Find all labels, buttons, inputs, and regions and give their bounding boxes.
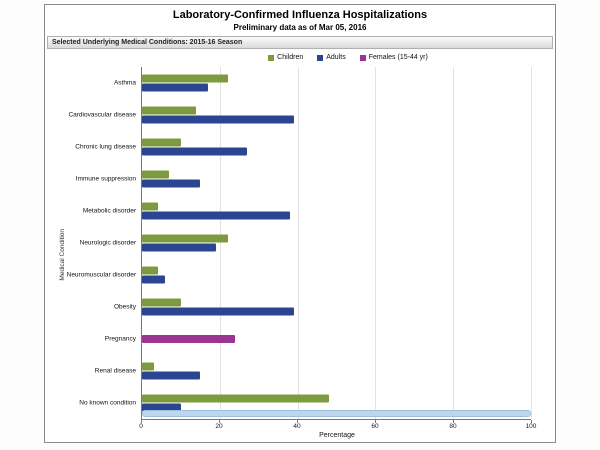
bar-group [142, 202, 531, 221]
category-label: Pregnancy [104, 335, 136, 343]
gridline [219, 67, 221, 419]
category-label: No known condition [79, 399, 136, 407]
x-tick-mark [453, 420, 454, 423]
report-panel: Laboratory-Confirmed Influenza Hospitali… [44, 4, 556, 443]
x-tick-label: 40 [293, 423, 301, 430]
x-tick-mark [375, 420, 376, 423]
category-label: Cardiovascular disease [68, 111, 136, 119]
category-label: Chronic lung disease [75, 143, 136, 151]
bar-children[interactable] [142, 138, 181, 147]
bar-adults[interactable] [142, 307, 294, 316]
bar-group [142, 334, 531, 344]
bar-children[interactable] [142, 266, 158, 275]
chart-subtitle: Preliminary data as of Mar 05, 2016 [233, 23, 367, 32]
chart-row-obesity: Obesity [114, 291, 531, 323]
x-tick-label: 0 [139, 423, 143, 430]
bar-children[interactable] [142, 298, 181, 307]
bar-children[interactable] [142, 202, 158, 211]
bar-adults[interactable] [142, 243, 216, 252]
chart-row-immune-suppression: Immune suppression [76, 163, 531, 195]
x-axis-ticks: 0 20 40 60 80 100 [139, 420, 536, 431]
chart-row-asthma: Asthma [114, 67, 531, 99]
chart-title: Laboratory-Confirmed Influenza Hospitali… [172, 9, 428, 21]
category-label: Renal disease [94, 367, 136, 375]
bar-adults[interactable] [142, 83, 209, 92]
gridline [453, 67, 455, 419]
bar-children[interactable] [142, 106, 197, 115]
category-label: Obesity [113, 303, 136, 311]
gridline [297, 67, 299, 419]
bar-adults[interactable] [142, 403, 181, 412]
x-tick-label: 60 [371, 423, 379, 430]
x-tick-mark [141, 420, 142, 423]
category-label: Neurologic disorder [79, 239, 136, 247]
bar-adults[interactable] [142, 275, 166, 284]
bar-adults[interactable] [142, 147, 248, 156]
chart-area: Medical Condition Asthma Cardiovascular d… [45, 61, 555, 442]
chart-row-neuromuscular-disorder: Neuromuscular disorder [67, 259, 531, 291]
chart-row-chronic-lung-disease: Chronic lung disease [75, 131, 531, 163]
bar-group [142, 394, 531, 413]
x-axis-label: Percentage [319, 432, 355, 439]
bar-group [142, 266, 531, 285]
category-label: Immune suppression [75, 175, 136, 183]
y-axis-label: Medical Condition [59, 228, 66, 281]
legend: Children Adults Females (15-44 yr) [141, 54, 555, 61]
x-tick-mark [531, 420, 532, 423]
gridline [375, 67, 377, 419]
bar-children[interactable] [142, 170, 170, 179]
legend-swatch [268, 54, 275, 61]
bar-females-15-44-yr[interactable] [142, 335, 236, 343]
bar-children[interactable] [142, 362, 154, 371]
legend-item-adults[interactable]: Adults [317, 54, 346, 61]
x-tick-label: 80 [449, 423, 457, 430]
bar-adults[interactable] [142, 371, 201, 380]
bar-group [142, 74, 531, 93]
chart-scrollbar[interactable] [142, 410, 531, 417]
legend-label: Children [277, 54, 304, 61]
legend-label: Adults [326, 54, 346, 61]
bar-group [142, 362, 531, 381]
x-tick-label: 20 [215, 423, 223, 430]
gridline [531, 67, 532, 419]
bar-adults[interactable] [142, 211, 290, 220]
legend-item-children[interactable]: Children [268, 54, 303, 61]
bar-group [142, 170, 531, 189]
bar-adults[interactable] [142, 179, 201, 188]
bar-children[interactable] [142, 394, 329, 403]
bar-adults[interactable] [142, 115, 294, 124]
chart-row-cardiovascular-disease: Cardiovascular disease [68, 99, 531, 131]
category-label: Asthma [113, 79, 136, 87]
x-tick-mark [297, 420, 298, 423]
chart-row-no-known-condition: No known condition [79, 387, 531, 419]
bar-group [142, 106, 531, 125]
x-tick-mark [219, 420, 220, 423]
chart-row-renal-disease: Renal disease [95, 355, 531, 387]
bar-group [142, 234, 531, 253]
bar-group [142, 298, 531, 317]
legend-label: Females (15-44 yr) [368, 54, 428, 61]
category-label: Neuromuscular disorder [66, 271, 136, 279]
plot-area: Asthma Cardiovascular disease Chronic lung… [67, 67, 532, 420]
legend-item-females-15-44-yr[interactable]: Females (15-44 yr) [359, 54, 428, 61]
chart-row-neurologic-disorder: Neurologic disorder [80, 227, 531, 259]
x-tick-label: 100 [525, 423, 537, 430]
bar-children[interactable] [142, 74, 228, 83]
chart-row-metabolic-disorder: Metabolic disorder [83, 195, 531, 227]
chart-row-pregnancy: Pregnancy [105, 323, 531, 355]
legend-swatch [359, 54, 366, 61]
bar-group [142, 138, 531, 157]
category-label: Metabolic disorder [82, 207, 136, 215]
bar-children[interactable] [142, 234, 228, 243]
section-header: Selected Underlying Medical Conditions: … [47, 36, 553, 49]
legend-swatch [317, 54, 324, 61]
